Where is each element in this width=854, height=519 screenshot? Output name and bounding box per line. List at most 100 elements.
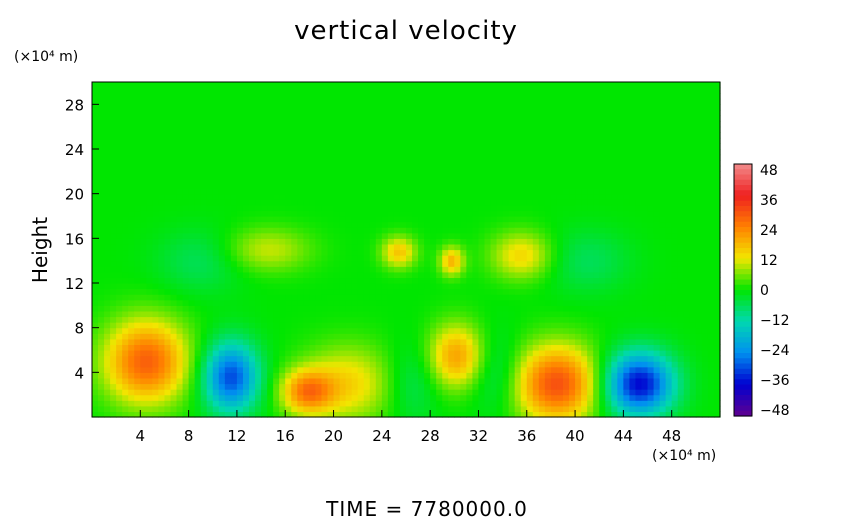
heatmap-cell — [242, 171, 250, 178]
heatmap-cell — [436, 316, 443, 323]
heatmap-cell — [261, 249, 268, 256]
heatmap-cell — [140, 310, 147, 318]
heatmap-cell — [514, 411, 522, 418]
heatmap-cell — [291, 93, 298, 100]
heatmap-cell — [406, 350, 413, 357]
heatmap-cell — [200, 377, 208, 385]
heatmap-cell — [104, 294, 111, 301]
heatmap-cell — [339, 227, 347, 234]
heatmap-cell — [194, 154, 202, 161]
heatmap-cell — [321, 160, 329, 167]
heatmap-cell — [273, 372, 280, 379]
heatmap-cell — [134, 149, 141, 156]
heatmap-cell — [218, 394, 226, 401]
heatmap-cell — [593, 394, 600, 401]
heatmap-cell — [242, 266, 250, 273]
heatmap-cell — [152, 405, 160, 413]
heatmap-cell — [581, 154, 588, 161]
heatmap-cell — [363, 316, 371, 323]
heatmap-cell — [170, 199, 178, 206]
heatmap-cell — [236, 383, 244, 390]
heatmap-cell — [412, 182, 419, 189]
heatmap-cell — [315, 238, 323, 245]
heatmap-cell — [436, 137, 443, 145]
heatmap-cell — [140, 405, 147, 413]
heatmap-cell — [563, 394, 570, 401]
heatmap-cell — [303, 199, 310, 206]
heatmap-cell — [484, 199, 492, 206]
heatmap-cell — [460, 338, 467, 346]
heatmap-cell — [484, 394, 492, 401]
heatmap-cell — [508, 126, 516, 133]
heatmap-cell — [556, 227, 564, 234]
heatmap-cell — [587, 377, 594, 385]
heatmap-cell — [200, 271, 208, 279]
heatmap-cell — [176, 344, 184, 351]
heatmap-cell — [273, 204, 280, 212]
heatmap-cell — [375, 266, 383, 273]
heatmap-cell — [460, 372, 467, 379]
heatmap-cell — [273, 193, 280, 200]
heatmap-cell — [267, 182, 274, 189]
heatmap-cell — [218, 193, 226, 200]
heatmap-cell — [351, 310, 359, 318]
heatmap-cell — [496, 394, 504, 401]
heatmap-cell — [267, 277, 274, 284]
heatmap-cell — [514, 182, 522, 189]
heatmap-cell — [563, 87, 570, 94]
heatmap-cell — [466, 394, 474, 401]
heatmap-cell — [508, 210, 516, 217]
heatmap-cell — [544, 104, 552, 111]
heatmap-cell — [466, 322, 474, 329]
heatmap-cell — [436, 104, 443, 111]
heatmap-cell — [424, 400, 431, 407]
heatmap-cell — [321, 126, 329, 133]
heatmap-cell — [460, 355, 467, 362]
heatmap-cell — [351, 355, 359, 362]
heatmap-cell — [490, 377, 498, 385]
heatmap-cell — [544, 126, 552, 133]
heatmap-cell — [182, 305, 190, 312]
heatmap-cell — [110, 160, 117, 167]
heatmap-cell — [146, 232, 153, 239]
heatmap-cell — [399, 327, 407, 334]
heatmap-cell — [466, 400, 474, 407]
heatmap-cell — [327, 405, 335, 413]
heatmap-cell — [128, 361, 135, 368]
heatmap-cell — [351, 350, 359, 357]
heatmap-cell — [569, 333, 576, 340]
heatmap-cell — [291, 182, 298, 189]
heatmap-cell — [170, 216, 178, 223]
heatmap-cell — [496, 243, 504, 251]
heatmap-cell — [261, 204, 268, 212]
heatmap-cell — [375, 277, 383, 284]
heatmap-cell — [303, 372, 310, 379]
heatmap-cell — [255, 188, 262, 195]
heatmap-cell — [399, 210, 407, 217]
heatmap-cell — [502, 132, 510, 139]
heatmap-cell — [436, 389, 443, 396]
heatmap-cell — [369, 188, 377, 195]
heatmap-cell — [309, 271, 317, 279]
heatmap-cell — [134, 271, 141, 279]
heatmap-cell — [128, 377, 135, 385]
heatmap-cell — [249, 366, 256, 373]
heatmap-cell — [538, 350, 546, 357]
heatmap-cell — [188, 126, 196, 133]
heatmap-cell — [134, 121, 141, 128]
heatmap-cell — [581, 316, 588, 323]
heatmap-cell — [424, 266, 431, 273]
heatmap-cell — [418, 238, 425, 245]
heatmap-cell — [387, 238, 395, 245]
heatmap-cell — [128, 405, 135, 413]
heatmap-cell — [230, 227, 238, 234]
heatmap-cell — [182, 271, 190, 279]
heatmap-cell — [273, 288, 280, 295]
heatmap-cell — [218, 383, 226, 390]
heatmap-cell — [194, 98, 202, 105]
heatmap-cell — [176, 305, 184, 312]
heatmap-cell — [188, 238, 196, 245]
heatmap-cell — [321, 227, 329, 234]
heatmap-cell — [466, 299, 474, 306]
heatmap-cell — [134, 249, 141, 256]
